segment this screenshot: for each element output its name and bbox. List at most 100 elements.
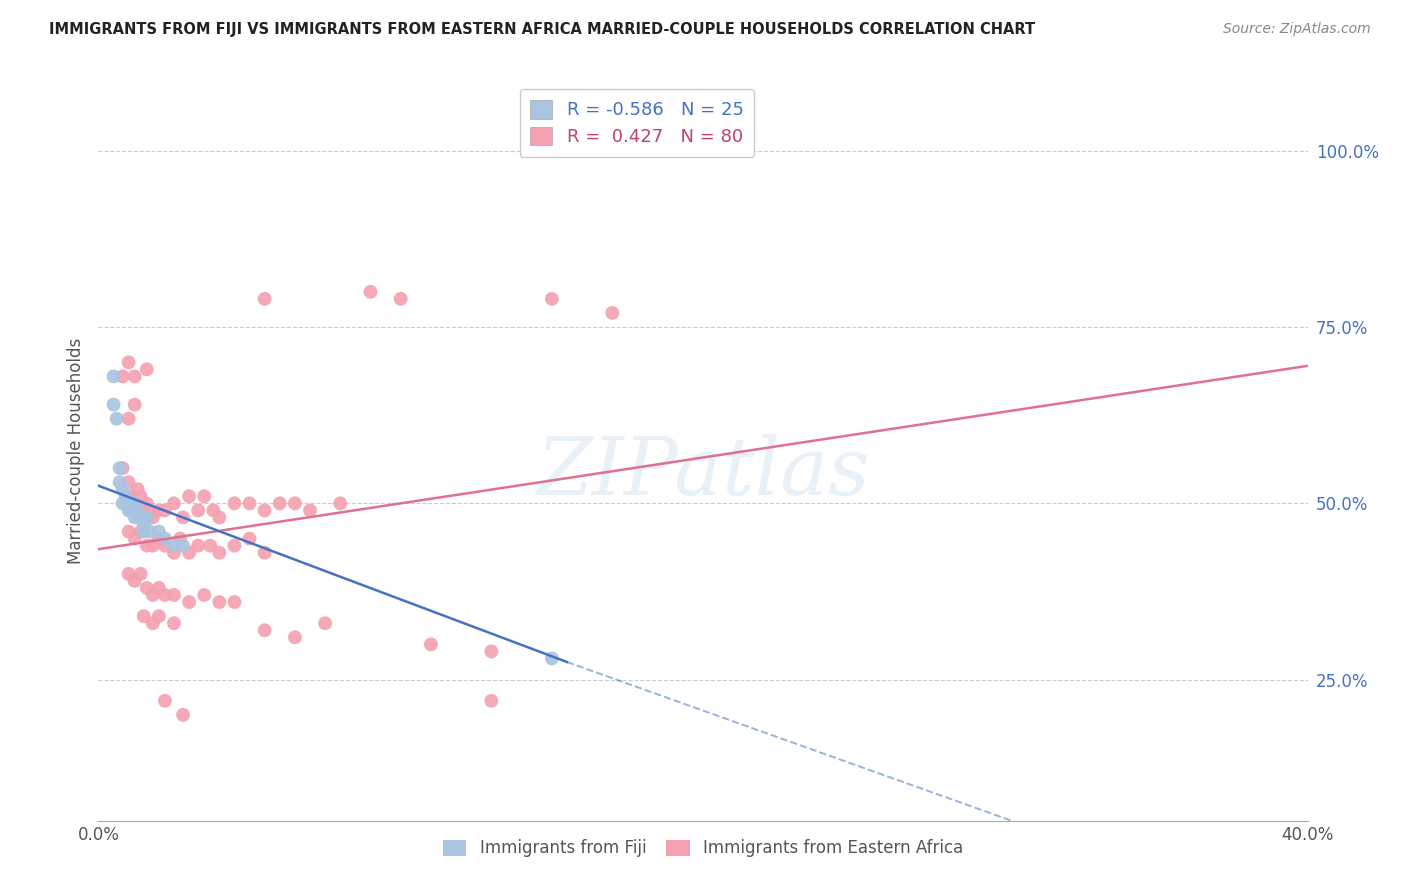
Point [163, 616, 186, 631]
Point [163, 496, 186, 510]
Point [135, 496, 157, 510]
Point [420, 637, 443, 651]
Point [253, 292, 276, 306]
Point [118, 411, 141, 425]
Point [153, 694, 176, 708]
Point [172, 707, 194, 722]
Point [200, 539, 222, 553]
Point [193, 489, 215, 503]
Point [114, 496, 136, 510]
Point [163, 539, 186, 553]
Point [124, 574, 146, 588]
Point [118, 503, 141, 517]
Point [153, 588, 176, 602]
Point [153, 532, 176, 546]
Point [142, 510, 165, 524]
Point [163, 546, 186, 560]
Point [224, 496, 246, 510]
Point [111, 482, 134, 496]
Point [142, 539, 165, 553]
Point [253, 624, 276, 638]
Point [124, 510, 146, 524]
Point [114, 489, 136, 503]
Point [540, 292, 562, 306]
Point [132, 524, 155, 539]
Y-axis label: Married-couple Households: Married-couple Households [66, 337, 84, 564]
Point [129, 566, 152, 581]
Point [135, 362, 157, 376]
Legend: Immigrants from Fiji, Immigrants from Eastern Africa: Immigrants from Fiji, Immigrants from Ea… [436, 833, 970, 864]
Point [105, 411, 128, 425]
Point [129, 510, 152, 524]
Point [129, 524, 152, 539]
Point [179, 595, 201, 609]
Point [124, 532, 146, 546]
Point [132, 517, 155, 532]
Point [284, 630, 307, 644]
Point [329, 496, 352, 510]
Point [118, 566, 141, 581]
Point [121, 503, 143, 517]
Point [135, 510, 157, 524]
Point [118, 475, 141, 490]
Point [314, 616, 336, 631]
Point [103, 398, 125, 412]
Point [103, 369, 125, 384]
Point [208, 595, 231, 609]
Point [202, 503, 225, 517]
Point [540, 651, 562, 665]
Point [602, 306, 624, 320]
Point [224, 595, 246, 609]
Point [118, 355, 141, 369]
Point [179, 489, 201, 503]
Point [118, 496, 141, 510]
Point [172, 510, 194, 524]
Point [111, 461, 134, 475]
Point [142, 616, 165, 631]
Point [239, 532, 262, 546]
Point [224, 539, 246, 553]
Point [481, 644, 503, 658]
Point [121, 489, 143, 503]
Point [179, 546, 201, 560]
Point [127, 503, 149, 517]
Point [148, 609, 170, 624]
Point [124, 496, 146, 510]
Point [299, 503, 322, 517]
Point [360, 285, 382, 299]
Point [111, 369, 134, 384]
Point [389, 292, 412, 306]
Point [284, 496, 307, 510]
Point [118, 524, 141, 539]
Point [481, 694, 503, 708]
Point [148, 532, 170, 546]
Point [148, 503, 170, 517]
Point [108, 461, 131, 475]
Point [135, 581, 157, 595]
Point [108, 475, 131, 490]
Point [193, 588, 215, 602]
Point [208, 510, 231, 524]
Point [239, 496, 262, 510]
Point [132, 503, 155, 517]
Point [163, 588, 186, 602]
Text: IMMIGRANTS FROM FIJI VS IMMIGRANTS FROM EASTERN AFRICA MARRIED-COUPLE HOUSEHOLDS: IMMIGRANTS FROM FIJI VS IMMIGRANTS FROM … [49, 22, 1035, 37]
Text: Source: ZipAtlas.com: Source: ZipAtlas.com [1223, 22, 1371, 37]
Point [127, 482, 149, 496]
Point [253, 546, 276, 560]
Point [111, 496, 134, 510]
Point [124, 398, 146, 412]
Point [132, 609, 155, 624]
Text: ZIPatlas: ZIPatlas [536, 434, 870, 511]
Point [153, 503, 176, 517]
Point [129, 489, 152, 503]
Point [208, 546, 231, 560]
Point [135, 539, 157, 553]
Point [142, 588, 165, 602]
Point [187, 503, 209, 517]
Point [148, 581, 170, 595]
Point [253, 503, 276, 517]
Point [172, 539, 194, 553]
Point [124, 369, 146, 384]
Point [269, 496, 291, 510]
